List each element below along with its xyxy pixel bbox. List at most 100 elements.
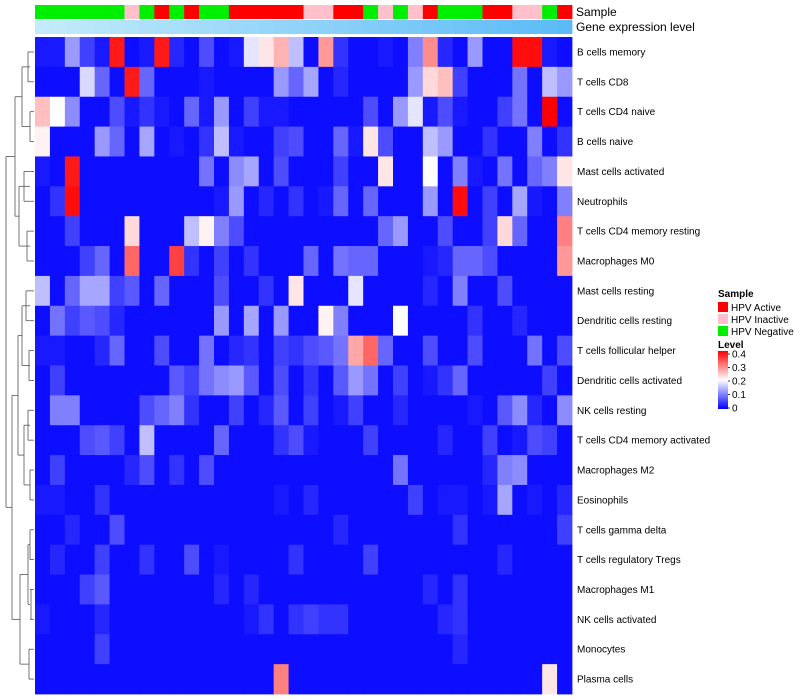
- legend-swatch: [718, 314, 728, 324]
- row-label: Plasma cells: [577, 675, 633, 686]
- heatmap-cell: [452, 455, 468, 486]
- heatmap-cell: [557, 156, 573, 187]
- heatmap-cell: [348, 66, 364, 98]
- heatmap-cell: [35, 365, 51, 396]
- heatmap-cell: [422, 66, 439, 98]
- heatmap-cell: [109, 574, 125, 605]
- heatmap-cell: [407, 305, 424, 337]
- expression-level-annotation-cell: [228, 20, 245, 34]
- heatmap-cell: [557, 275, 573, 307]
- heatmap-cell: [109, 275, 125, 307]
- sample-annotation-cell: [214, 5, 230, 19]
- heatmap-cell: [437, 275, 454, 307]
- heatmap-cell: [527, 634, 543, 665]
- row-label: Monocytes: [577, 645, 625, 656]
- heatmap-cell: [482, 305, 498, 337]
- heatmap-cell: [214, 156, 230, 187]
- row-label: NK cells activated: [577, 615, 656, 626]
- heatmap-cell: [318, 634, 334, 665]
- sample-annotation-cell: [333, 5, 349, 19]
- heatmap-cell: [49, 186, 66, 217]
- heatmap-cell: [94, 395, 110, 426]
- heatmap-cell: [169, 156, 185, 187]
- heatmap-cell: [348, 514, 364, 546]
- heatmap-cell: [422, 544, 439, 575]
- heatmap-cell: [94, 96, 110, 127]
- heatmap-cell: [124, 186, 140, 217]
- heatmap-cell: [64, 395, 81, 426]
- heatmap-cell: [94, 216, 110, 247]
- heatmap-cell: [363, 186, 379, 217]
- heatmap-cell: [422, 664, 439, 695]
- heatmap-cell: [154, 514, 170, 546]
- heatmap-cell: [482, 66, 498, 98]
- heatmap-cell: [35, 604, 51, 635]
- heatmap-cell: [303, 484, 319, 516]
- heatmap-cell: [348, 126, 364, 157]
- heatmap-cell: [109, 156, 125, 187]
- heatmap-cell: [94, 664, 110, 695]
- heatmap-cell: [243, 275, 260, 307]
- heatmap-cell: [393, 514, 409, 546]
- heatmap-cell: [512, 37, 528, 68]
- heatmap-cell: [199, 246, 215, 277]
- expression-level-annotation-cell: [169, 20, 185, 34]
- row-label: Macrophages M1: [577, 585, 655, 596]
- heatmap-cell: [288, 275, 304, 307]
- heatmap-cell: [452, 395, 468, 426]
- heatmap-cell: [109, 484, 125, 516]
- heatmap-cell: [184, 395, 200, 426]
- heatmap-cell: [154, 305, 170, 337]
- heatmap-cell: [527, 514, 543, 546]
- heatmap-cell: [258, 664, 275, 695]
- heatmap-cell: [273, 544, 289, 575]
- heatmap-cell: [79, 156, 96, 187]
- heatmap-cell: [258, 156, 275, 187]
- heatmap-cell: [348, 96, 364, 127]
- heatmap-cell: [79, 484, 96, 516]
- heatmap-cell: [94, 604, 110, 635]
- heatmap-cell: [452, 156, 468, 187]
- heatmap-cell: [169, 425, 185, 456]
- expression-level-annotation-cell: [393, 20, 409, 34]
- heatmap-cell: [214, 335, 230, 366]
- heatmap-cell: [273, 305, 289, 337]
- legend-tick-label: 0.2: [732, 377, 746, 388]
- heatmap-cell: [243, 126, 260, 157]
- heatmap-cell: [407, 246, 424, 277]
- expression-level-annotation-bar: [35, 20, 573, 34]
- heatmap-cell: [199, 216, 215, 247]
- heatmap-cell: [422, 425, 439, 456]
- heatmap-cell: [467, 156, 483, 187]
- heatmap-cell: [64, 335, 81, 366]
- heatmap-cell: [184, 634, 200, 665]
- heatmap-cell: [124, 484, 140, 516]
- heatmap-cell: [393, 604, 409, 635]
- heatmap-cell: [109, 514, 125, 546]
- heatmap-cell: [422, 186, 439, 217]
- heatmap-cell: [318, 126, 334, 157]
- heatmap-cell: [139, 484, 155, 516]
- heatmap-cell: [139, 216, 155, 247]
- heatmap-cell: [184, 484, 200, 516]
- row-label: Macrophages M0: [577, 256, 655, 267]
- heatmap-cell: [393, 664, 409, 695]
- heatmap-cell: [378, 96, 394, 127]
- heatmap-cell: [542, 484, 558, 516]
- legend-entry: HPV Inactive: [731, 315, 789, 326]
- heatmap-cell: [467, 96, 483, 127]
- heatmap-cell: [497, 305, 513, 337]
- heatmap-cell: [542, 96, 558, 127]
- heatmap-cell: [79, 634, 96, 665]
- heatmap-cell: [139, 455, 155, 486]
- heatmap-cell: [348, 484, 364, 516]
- heatmap-cell: [512, 484, 528, 516]
- heatmap-cell: [363, 574, 379, 605]
- heatmap-cell: [378, 305, 394, 337]
- heatmap-cell: [109, 96, 125, 127]
- heatmap-cell: [497, 544, 513, 575]
- legend-swatch: [718, 326, 728, 336]
- heatmap-cell: [422, 365, 439, 396]
- heatmap-cell: [273, 37, 289, 68]
- heatmap-cell: [303, 275, 319, 307]
